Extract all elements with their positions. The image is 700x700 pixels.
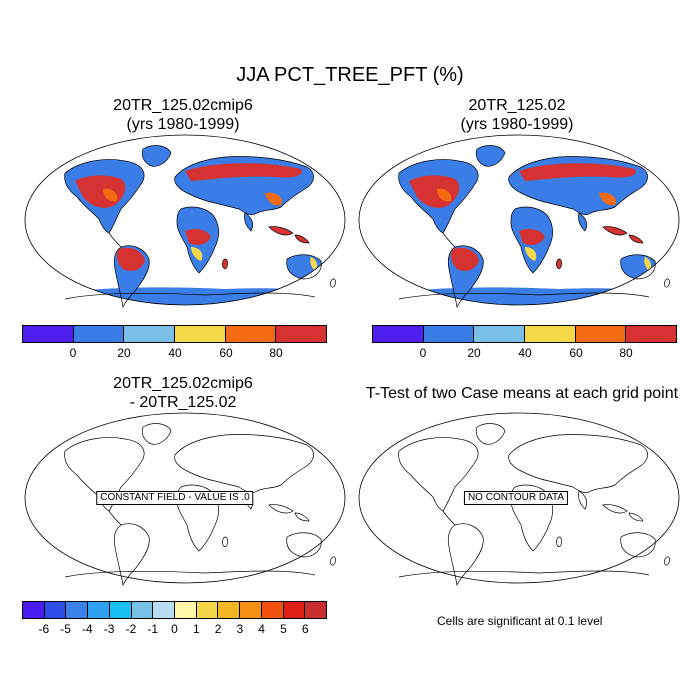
colorbar-swatch bbox=[474, 326, 526, 342]
colorbar-swatch bbox=[131, 602, 154, 618]
panel-3-title: 20TR_125.02cmip6 - 20TR_125.02 bbox=[18, 374, 348, 412]
colorbar-panel-1 bbox=[22, 325, 327, 343]
colorbar-difference-tick: -2 bbox=[125, 622, 137, 636]
panel-2-title: 20TR_125.02 (yrs 1980-1999) bbox=[352, 96, 682, 134]
colorbar-swatch bbox=[23, 602, 45, 618]
colorbar-difference-tick: 1 bbox=[192, 622, 200, 636]
colorbar-difference-tick: 0 bbox=[171, 622, 178, 636]
panel-1-title-line1: 20TR_125.02cmip6 bbox=[113, 97, 253, 114]
colorbar-difference-tick: 3 bbox=[236, 622, 244, 636]
significance-note: Cells are significant at 0.1 level bbox=[437, 614, 603, 628]
colorbar-swatch bbox=[575, 326, 627, 342]
colorbar-swatch bbox=[626, 326, 677, 342]
colorbar-swatch bbox=[88, 602, 110, 618]
colorbar-swatch bbox=[153, 602, 176, 618]
colorbar-difference-tick: -1 bbox=[147, 622, 159, 636]
colorbar-2-tick: 60 bbox=[569, 346, 583, 360]
colorbar-difference bbox=[22, 601, 327, 619]
colorbar-difference-tick: -4 bbox=[82, 622, 93, 636]
colorbar-swatch bbox=[124, 326, 176, 342]
panel-4-title-line1: T-Test of two Case means at each grid po… bbox=[365, 385, 679, 402]
panel-3-title-line2: - 20TR_125.02 bbox=[129, 394, 237, 411]
colorbar-swatch bbox=[423, 326, 475, 342]
panel-1-title-line2: (yrs 1980-1999) bbox=[126, 116, 240, 133]
constant-field-message: CONSTANT FIELD - VALUE IS .0 bbox=[96, 491, 254, 505]
colorbar-panel-2 bbox=[372, 325, 677, 343]
colorbar-2-tick: 20 bbox=[467, 346, 481, 360]
panel-2-title-line2: (yrs 1980-1999) bbox=[460, 116, 574, 133]
colorbar-difference-tick: 4 bbox=[258, 622, 265, 636]
colorbar-swatch bbox=[305, 602, 327, 618]
colorbar-1-tick: 0 bbox=[69, 346, 77, 360]
no-contour-message: NO CONTOUR DATA bbox=[463, 491, 569, 505]
colorbar-swatch bbox=[218, 602, 241, 618]
colorbar-swatch bbox=[73, 326, 125, 342]
colorbar-swatch bbox=[44, 602, 67, 618]
colorbar-1-tick: 60 bbox=[219, 346, 233, 360]
colorbar-swatch bbox=[109, 602, 132, 618]
panel-1-title: 20TR_125.02cmip6 (yrs 1980-1999) bbox=[18, 96, 348, 134]
colorbar-swatch bbox=[175, 326, 226, 342]
colorbar-swatch bbox=[196, 602, 219, 618]
colorbar-swatch bbox=[175, 602, 197, 618]
colorbar-swatch bbox=[276, 326, 327, 342]
colorbar-swatch bbox=[66, 602, 89, 618]
panel-2-title-line1: 20TR_125.02 bbox=[468, 97, 566, 114]
colorbar-swatch bbox=[283, 602, 306, 618]
colorbar-2-tick: 40 bbox=[518, 346, 532, 360]
colorbar-1-tick: 20 bbox=[117, 346, 131, 360]
map-panel-1 bbox=[24, 134, 346, 308]
colorbar-swatch bbox=[23, 326, 74, 342]
map-panel-2 bbox=[358, 134, 680, 308]
panel-3-title-line1: 20TR_125.02cmip6 bbox=[113, 375, 253, 392]
colorbar-swatch bbox=[373, 326, 424, 342]
colorbar-swatch bbox=[225, 326, 277, 342]
colorbar-difference-tick: 6 bbox=[301, 622, 309, 636]
colorbar-difference-tick: -3 bbox=[103, 622, 115, 636]
figure-title: JJA PCT_TREE_PFT (%) bbox=[236, 64, 464, 86]
colorbar-1-tick: 80 bbox=[269, 346, 283, 360]
colorbar-2-tick: 80 bbox=[619, 346, 633, 360]
colorbar-1-tick: 40 bbox=[168, 346, 182, 360]
colorbar-difference-tick: 2 bbox=[214, 622, 222, 636]
colorbar-difference-tick: -5 bbox=[60, 622, 71, 636]
colorbar-swatch bbox=[261, 602, 284, 618]
colorbar-swatch bbox=[525, 326, 576, 342]
colorbar-swatch bbox=[240, 602, 262, 618]
panel-4-title: T-Test of two Case means at each grid po… bbox=[348, 384, 696, 403]
colorbar-difference-tick: -6 bbox=[38, 622, 50, 636]
colorbar-difference-tick: 5 bbox=[280, 622, 287, 636]
colorbar-2-tick: 0 bbox=[419, 346, 427, 360]
